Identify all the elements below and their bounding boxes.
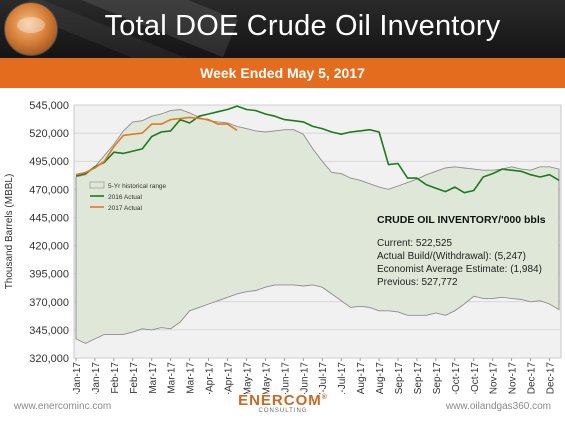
- x-tick-label: 22-Dec-17: [546, 362, 557, 394]
- annotation-title: CRUDE OIL INVENTORY/'000 bbls: [377, 214, 546, 226]
- page-subtitle: Week Ended May 5, 2017: [200, 65, 365, 81]
- x-tick-label: 21-Jul-17: [337, 362, 348, 394]
- inventory-chart: 320,000 345,000 370,000 395,000 420,000 445,0…: [4, 100, 562, 394]
- series-2017-line: [75, 116, 238, 176]
- x-tick-label: 9-Jun-17: [280, 362, 291, 394]
- x-tick-label: 24-Nov-17: [508, 362, 519, 394]
- y-axis-label: Thousand Barrels (MBBL): [4, 174, 15, 290]
- x-tick-label: 10-Nov-17: [489, 362, 500, 394]
- legend-swatch: [89, 181, 105, 189]
- y-tick-label: 395,000: [29, 269, 69, 281]
- y-tick-label: 370,000: [29, 297, 69, 309]
- annotation-line: Economist Average Estimate: (1,984): [377, 264, 542, 275]
- y-tick-label: 445,000: [29, 212, 69, 224]
- brand-name: ENERCOM®: [228, 392, 338, 409]
- header-banner: Total DOE Crude Oil Inventory: [0, 0, 565, 58]
- chart-legend: 5-Yr historical range 2016 Actual 2017 Act…: [89, 181, 167, 212]
- x-tick-label: 7-Jul-17: [318, 362, 329, 394]
- x-tick-label: 17-Feb-17: [129, 362, 140, 394]
- annotation-line: Current: 522,525: [377, 238, 452, 249]
- x-tick-label: 29-Sep-17: [432, 362, 443, 394]
- x-tick-label: 15-Sep-17: [413, 362, 424, 394]
- subtitle-bar: Week Ended May 5, 2017: [0, 58, 565, 88]
- legend-label: 2017 Actual: [108, 205, 143, 212]
- brand-tagline: CONSULTING: [258, 408, 308, 414]
- globe-logo-icon: [4, 2, 58, 56]
- footer-right-url: www.oilandgas360.com: [445, 401, 551, 412]
- x-tick-label: 6-Jan-17: [72, 362, 83, 394]
- x-tick-label: 1-Sep-17: [394, 362, 405, 394]
- annotation-line: Actual Build/(Withdrawal): (5,247): [377, 251, 526, 262]
- x-tick-label: 20-Jan-17: [91, 362, 102, 394]
- y-tick-label: 345,000: [29, 325, 69, 337]
- y-tick-label: 495,000: [29, 156, 69, 168]
- x-tick-label: 23-Jun-17: [299, 362, 310, 394]
- x-tick-label: 13-Oct-17: [451, 362, 462, 394]
- x-tick-label: 3-Feb-17: [110, 362, 121, 394]
- x-tick-label: 27-Oct-17: [470, 362, 481, 394]
- x-tick-label: 4-Aug-17: [356, 362, 367, 394]
- page-title: Total DOE Crude Oil Inventory: [104, 10, 501, 42]
- enercom-logo: ENERCOM® CONSULTING: [228, 392, 338, 414]
- x-tick-label: 26-May-17: [261, 362, 272, 394]
- series-5yr-range-band: [75, 109, 560, 344]
- y-tick-label: 520,000: [29, 128, 69, 140]
- y-tick-label: 420,000: [29, 241, 69, 253]
- x-tick-label: 14-Apr-17: [205, 362, 216, 394]
- legend-label: 2016 Actual: [108, 194, 143, 201]
- y-tick-label: 470,000: [29, 184, 69, 196]
- x-tick-label: 31-Mar-17: [186, 362, 197, 394]
- brand-text: ENERCOM: [238, 392, 322, 409]
- brand-registered-mark: ®: [321, 394, 328, 401]
- y-tick-label: 320,000: [29, 353, 69, 365]
- annotation-line: Previous: 527,772: [377, 277, 458, 288]
- series-2016-line: [75, 105, 560, 194]
- legend-label: 5-Yr historical range: [108, 183, 167, 190]
- footer-left-url: www.enercominc.com: [14, 401, 112, 412]
- x-tick-label: 12-May-17: [243, 362, 254, 394]
- x-tick-label: 17-Mar-17: [167, 362, 178, 394]
- y-tick-label: 545,000: [29, 100, 69, 112]
- x-tick-label: 8-Dec-17: [527, 362, 538, 394]
- x-tick-label: 3-Mar-17: [148, 362, 159, 394]
- inventory-annotation: CRUDE OIL INVENTORY/'000 bbls Current: 52…: [377, 214, 546, 288]
- x-tick-label: 28-Apr-17: [224, 362, 235, 394]
- x-tick-label: 18-Aug-17: [375, 362, 386, 394]
